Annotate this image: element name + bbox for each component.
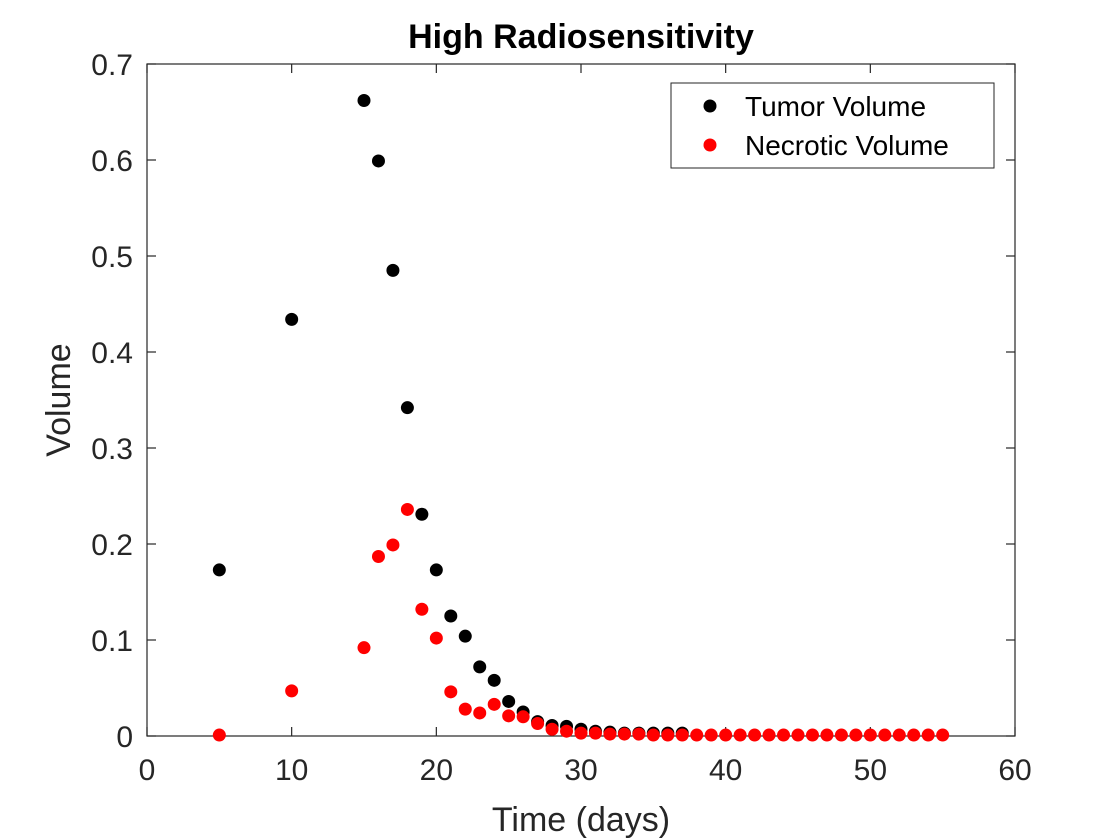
data-point-necrotic-volume [458, 702, 472, 716]
data-point-necrotic-volume [400, 502, 414, 516]
y-tick-label: 0.5 [91, 241, 133, 274]
data-point-necrotic-volume [820, 728, 834, 742]
data-point-tumor-volume [386, 263, 400, 277]
data-point-necrotic-volume [762, 728, 776, 742]
data-point-tumor-volume [357, 93, 371, 107]
legend-label-necrotic-volume: Necrotic Volume [745, 130, 949, 161]
data-point-necrotic-volume [704, 728, 718, 742]
x-tick-label: 60 [998, 754, 1031, 787]
tick-labels-layer: 0 10 20 30 40 50 60 0 0.1 0.2 0.3 0.4 0.5 0.6 0.7 [91, 49, 1031, 787]
data-point-tumor-volume [502, 694, 516, 708]
data-point-necrotic-volume [603, 727, 617, 741]
data-point-tumor-volume [400, 401, 414, 415]
data-point-necrotic-volume [791, 728, 805, 742]
data-point-necrotic-volume [371, 549, 385, 563]
legend-marker-tumor-volume [703, 99, 717, 113]
data-point-tumor-volume [458, 629, 472, 643]
data-point-necrotic-volume [285, 684, 299, 698]
data-point-tumor-volume [473, 660, 487, 674]
data-point-necrotic-volume [545, 722, 559, 736]
y-tick-label: 0.7 [91, 49, 133, 82]
y-axis-label: Volume [40, 343, 78, 456]
data-point-tumor-volume [285, 312, 299, 326]
data-point-necrotic-volume [907, 728, 921, 742]
y-tick-label: 0.6 [91, 145, 133, 178]
y-tick-label: 0.2 [91, 529, 133, 562]
data-point-necrotic-volume [748, 728, 762, 742]
x-tick-label: 50 [854, 754, 887, 787]
data-point-necrotic-volume [617, 727, 631, 741]
data-point-tumor-volume [371, 154, 385, 168]
y-tick-label: 0.4 [91, 337, 133, 370]
data-point-necrotic-volume [574, 726, 588, 740]
plot-area [147, 64, 1015, 736]
data-point-tumor-volume [444, 609, 458, 623]
data-point-necrotic-volume [719, 728, 733, 742]
y-tick-label: 0 [116, 721, 133, 754]
data-point-necrotic-volume [849, 728, 863, 742]
data-point-necrotic-volume [588, 726, 602, 740]
data-point-necrotic-volume [212, 728, 226, 742]
data-point-necrotic-volume [878, 728, 892, 742]
data-point-necrotic-volume [386, 538, 400, 552]
data-point-necrotic-volume [863, 728, 877, 742]
data-point-necrotic-volume [444, 685, 458, 699]
x-tick-label: 40 [709, 754, 742, 787]
y-tick-label: 0.1 [91, 625, 133, 658]
data-point-necrotic-volume [733, 728, 747, 742]
data-point-necrotic-volume [487, 697, 501, 711]
data-point-necrotic-volume [805, 728, 819, 742]
legend-marker-necrotic-volume [703, 138, 717, 152]
x-tick-label: 0 [139, 754, 156, 787]
data-point-necrotic-volume [936, 728, 950, 742]
data-point-necrotic-volume [357, 641, 371, 655]
data-point-necrotic-volume [502, 709, 516, 723]
data-point-tumor-volume [487, 673, 501, 687]
data-point-necrotic-volume [429, 631, 443, 645]
x-tick-label: 10 [275, 754, 308, 787]
data-point-tumor-volume [429, 563, 443, 577]
data-point-necrotic-volume [516, 710, 530, 724]
data-point-necrotic-volume [921, 728, 935, 742]
data-point-necrotic-volume [646, 728, 660, 742]
data-point-tumor-volume [415, 507, 429, 521]
data-point-tumor-volume [212, 563, 226, 577]
x-axis-label: Time (days) [492, 801, 670, 839]
data-point-necrotic-volume [690, 728, 704, 742]
x-tick-label: 20 [420, 754, 453, 787]
data-point-necrotic-volume [892, 728, 906, 742]
data-point-necrotic-volume [415, 602, 429, 616]
legend: Tumor Volume Necrotic Volume [670, 82, 995, 169]
data-point-necrotic-volume [834, 728, 848, 742]
chart-title: High Radiosensitivity [408, 18, 754, 56]
data-point-necrotic-volume [632, 727, 646, 741]
data-point-necrotic-volume [531, 717, 545, 731]
points-layer [212, 93, 950, 742]
data-point-necrotic-volume [777, 728, 791, 742]
data-point-necrotic-volume [560, 724, 574, 738]
legend-label-tumor-volume: Tumor Volume [745, 91, 926, 122]
data-point-necrotic-volume [675, 728, 689, 742]
x-tick-label: 30 [564, 754, 597, 787]
data-point-necrotic-volume [473, 706, 487, 720]
y-tick-label: 0.3 [91, 433, 133, 466]
data-point-necrotic-volume [661, 728, 675, 742]
legend-box [670, 82, 995, 169]
